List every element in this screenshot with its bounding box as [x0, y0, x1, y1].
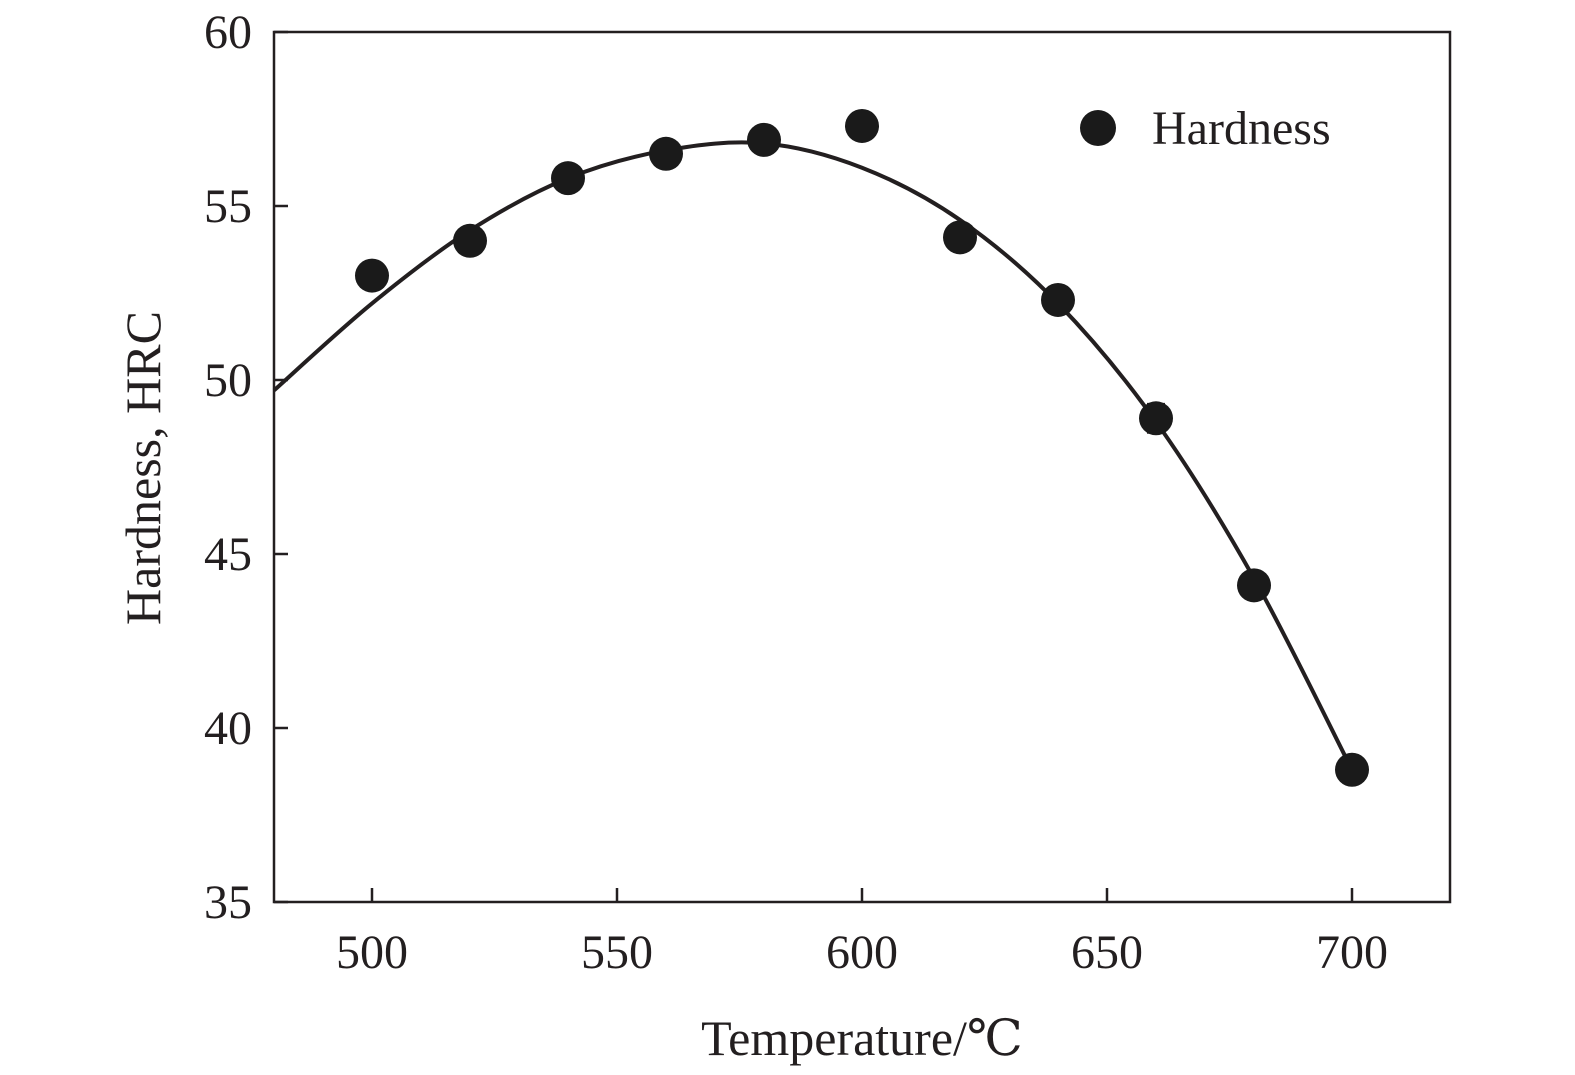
data-point	[649, 136, 683, 171]
data-point	[845, 108, 879, 143]
y-tick-label: 45	[204, 528, 252, 581]
data-point	[551, 161, 585, 196]
data-point	[355, 258, 389, 293]
x-axis-title: Temperature/℃	[701, 1010, 1023, 1066]
fit-curve-line	[272, 140, 1354, 771]
plot-area: 500 550 600 650 700 35 40 45 50 55 60	[204, 6, 1452, 979]
y-tick-label: 55	[204, 180, 252, 233]
x-tick-label: 650	[1071, 926, 1143, 979]
data-point	[1041, 282, 1075, 317]
data-point	[453, 223, 487, 258]
y-tick-label: 50	[204, 354, 252, 407]
data-point	[943, 220, 977, 255]
data-point	[747, 122, 781, 157]
legend: Hardness	[1080, 102, 1331, 155]
legend-marker	[1080, 110, 1116, 146]
legend-label-hardness: Hardness	[1152, 102, 1331, 155]
x-tick-label: 500	[336, 926, 408, 979]
y-tick-label: 35	[204, 876, 252, 929]
x-tick-label: 600	[826, 926, 898, 979]
data-point	[1237, 568, 1271, 603]
data-point	[1139, 401, 1173, 436]
y-axis-title: Hardness, HRC	[115, 311, 171, 625]
x-tick-label: 550	[581, 926, 653, 979]
y-tick-label: 40	[204, 702, 252, 755]
x-tick-label: 700	[1316, 926, 1388, 979]
y-tick-label: 60	[204, 6, 252, 59]
data-point	[1335, 752, 1369, 787]
plot-frame	[272, 30, 1452, 904]
